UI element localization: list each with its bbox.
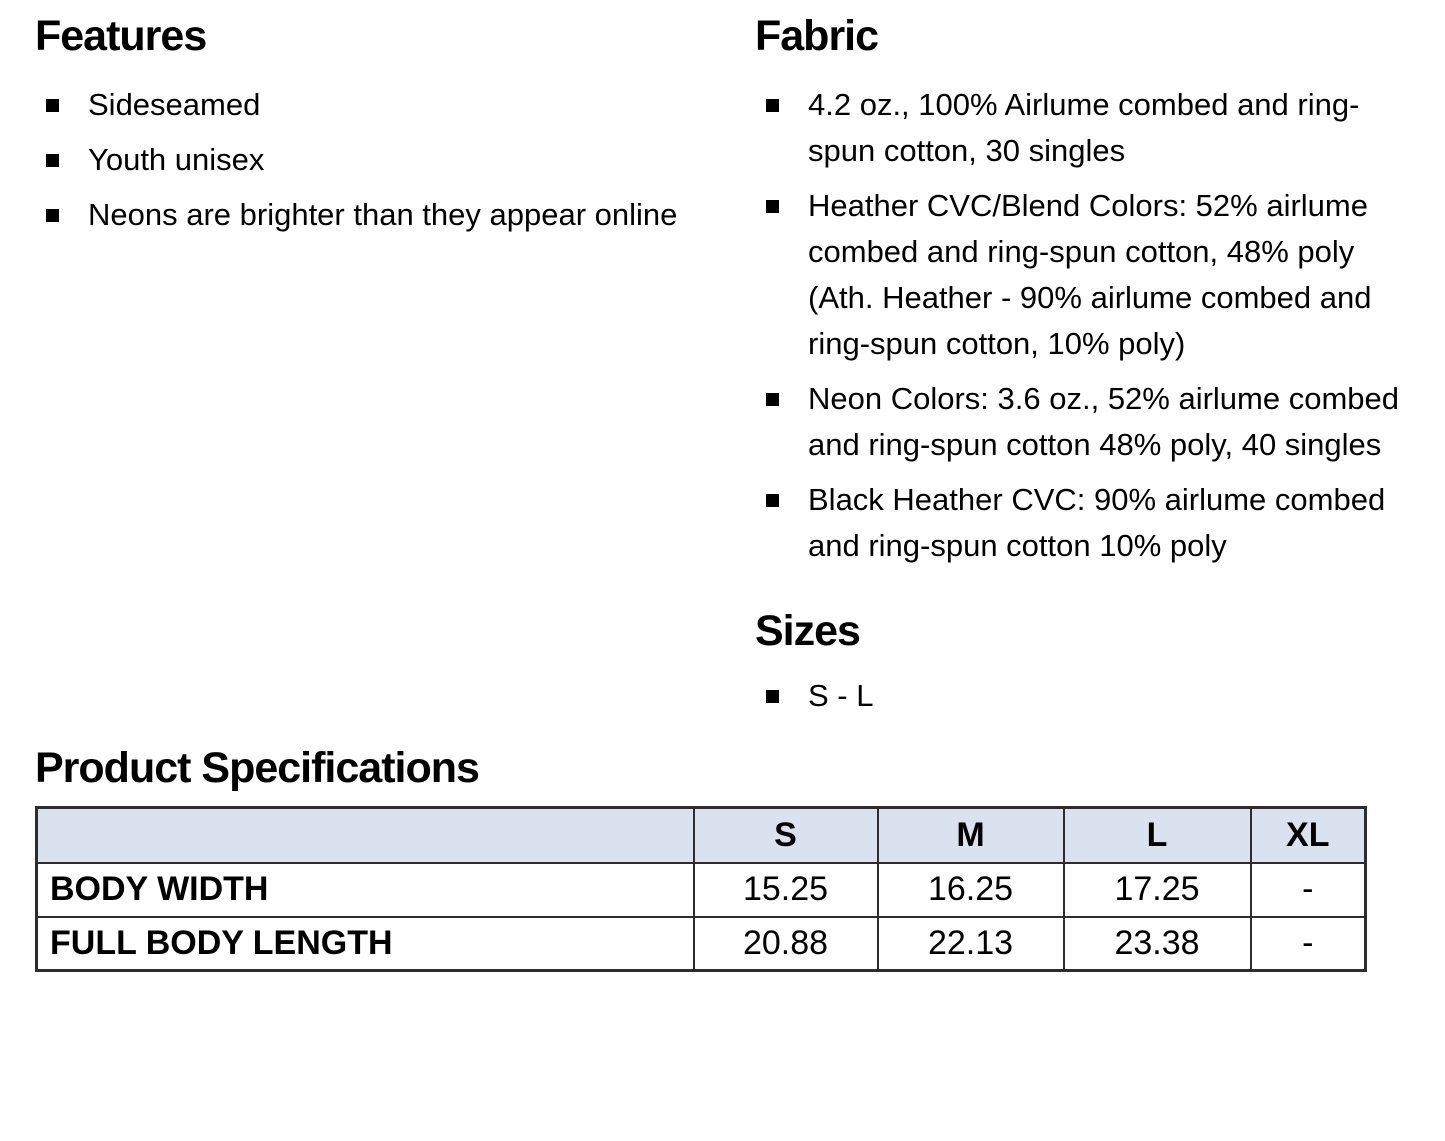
square-bullet-icon <box>766 690 779 704</box>
product-specifications-heading: Product Specifications <box>35 744 480 793</box>
list-item: Youth unisex <box>35 137 755 183</box>
product-specifications-section: Product Specifications S M L XL <box>35 744 1445 973</box>
list-item: Neon Colors: 3.6 oz., 52% airlume combed… <box>755 376 1415 468</box>
fabric-item-text: Heather CVC/Blend Colors: 52% airlume co… <box>808 188 1372 362</box>
square-bullet-icon <box>46 99 59 113</box>
feature-item-text: Youth unisex <box>88 142 265 178</box>
spec-cell: 20.88 <box>692 915 879 972</box>
square-bullet-icon <box>766 99 779 113</box>
size-column-header-l: L <box>1062 806 1252 864</box>
list-item: 4.2 oz., 100% Airlume combed and ring-sp… <box>755 82 1415 174</box>
sizes-heading: Sizes <box>755 607 861 656</box>
size-column-header-blank <box>35 806 695 864</box>
spec-cell: 16.25 <box>876 861 1065 918</box>
table-header-row: S M L XL <box>35 806 1367 864</box>
spec-cell: - <box>1249 861 1367 918</box>
fabric-sizes-column: Fabric 4.2 oz., 100% Airlume combed and … <box>755 12 1415 728</box>
square-bullet-icon <box>766 393 779 407</box>
table-row-body-width: BODY WIDTH 15.25 16.25 17.25 - <box>35 861 1367 918</box>
size-column-header-m: M <box>876 806 1065 864</box>
table-row-full-body-length: FULL BODY LENGTH 20.88 22.13 23.38 - <box>35 915 1367 972</box>
spec-row-label: BODY WIDTH <box>35 861 695 918</box>
spec-cell: 15.25 <box>692 861 879 918</box>
fabric-heading: Fabric <box>755 12 879 60</box>
feature-item-text: Neons are brighter than they appear onli… <box>88 197 678 233</box>
top-columns: Features Sideseamed Youth unisex Neons a… <box>35 12 1445 728</box>
size-column-header-s: S <box>692 806 879 864</box>
spec-cell: 22.13 <box>876 915 1065 972</box>
list-item: Black Heather CVC: 90% airlume combed an… <box>755 477 1415 569</box>
product-specifications-table: S M L XL BODY WIDTH 15.25 16.25 17.25 - … <box>35 806 1367 973</box>
spec-cell: 23.38 <box>1062 915 1252 972</box>
list-item: S - L <box>755 673 1415 719</box>
square-bullet-icon <box>766 494 779 508</box>
fabric-list: 4.2 oz., 100% Airlume combed and ring-sp… <box>755 82 1415 569</box>
features-heading: Features <box>35 12 207 60</box>
spec-cell: - <box>1249 915 1367 972</box>
feature-item-text: Sideseamed <box>88 87 261 123</box>
square-bullet-icon <box>766 200 779 214</box>
square-bullet-icon <box>46 209 59 223</box>
size-item-text: S - L <box>808 678 874 714</box>
list-item: Sideseamed <box>35 82 755 128</box>
square-bullet-icon <box>46 154 59 168</box>
fabric-item-text: 4.2 oz., 100% Airlume combed and ring-sp… <box>808 87 1360 169</box>
fabric-item-text: Neon Colors: 3.6 oz., 52% airlume combed… <box>808 381 1400 463</box>
sizes-list: S - L <box>755 673 1415 719</box>
features-list: Sideseamed Youth unisex Neons are bright… <box>35 82 755 238</box>
features-section: Features Sideseamed Youth unisex Neons a… <box>35 12 755 247</box>
list-item: Heather CVC/Blend Colors: 52% airlume co… <box>755 183 1415 367</box>
size-column-header-xl: XL <box>1249 806 1367 864</box>
spec-cell: 17.25 <box>1062 861 1252 918</box>
fabric-item-text: Black Heather CVC: 90% airlume combed an… <box>808 482 1386 564</box>
list-item: Neons are brighter than they appear onli… <box>35 192 755 238</box>
spec-row-label: FULL BODY LENGTH <box>35 915 695 972</box>
